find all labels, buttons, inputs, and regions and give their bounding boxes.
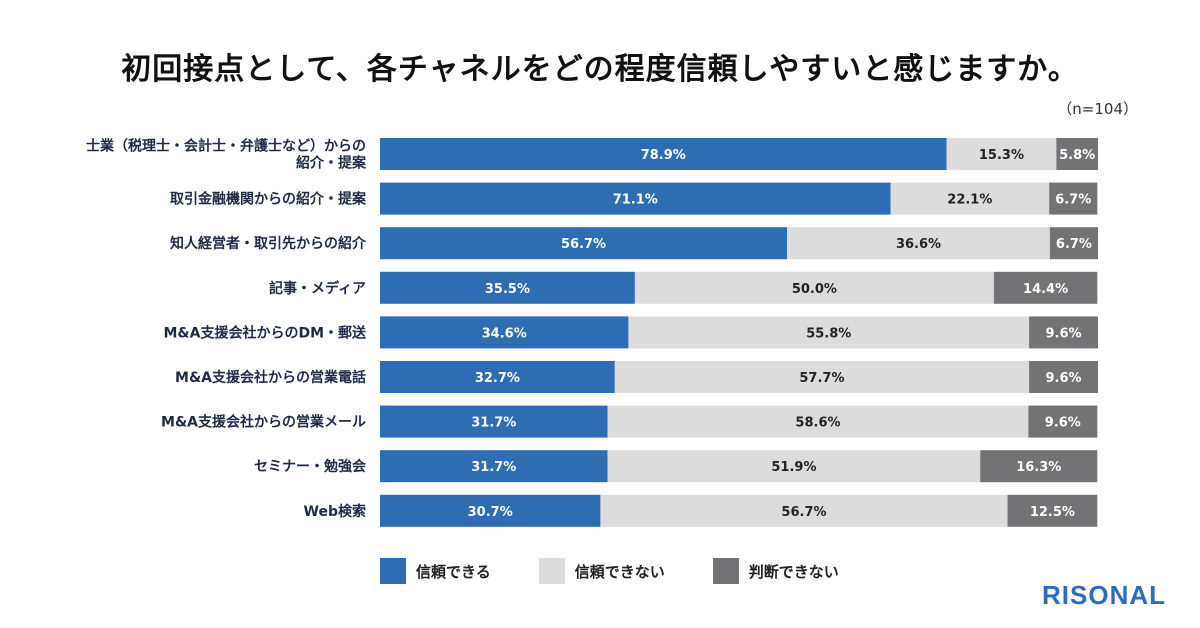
bar-segment — [1007, 494, 1098, 527]
category-label: M&A支援会社からのDM・郵送 — [163, 324, 367, 341]
data-label: 50.0% — [792, 282, 837, 297]
bar-segment — [607, 450, 981, 483]
data-label: 32.7% — [475, 371, 520, 386]
bar-segment — [1049, 227, 1098, 260]
bar-segment — [1028, 405, 1098, 438]
category-label: M&A支援会社からの営業メール — [161, 414, 366, 431]
bar-segment — [787, 227, 1050, 260]
data-label: 6.7% — [1056, 237, 1092, 252]
legend: 信頼できる 信頼できない 判断できない — [380, 558, 887, 584]
legend-label-trust: 信頼できる — [416, 562, 491, 581]
bar-segment — [1049, 182, 1098, 215]
data-label: 15.3% — [979, 148, 1024, 163]
data-label: 14.4% — [1023, 282, 1068, 297]
data-label: 34.6% — [482, 326, 527, 341]
bar-segment — [607, 405, 1029, 438]
category-label: 取引金融機関からの紹介・提案 — [170, 191, 367, 208]
data-label: 58.6% — [795, 416, 840, 431]
legend-item-undecided: 判断できない — [712, 558, 839, 584]
data-label: 30.7% — [468, 505, 513, 520]
category-label: M&A支援会社からの営業電話 — [175, 369, 366, 386]
bar-segment — [380, 405, 608, 438]
bar-segment — [380, 271, 635, 304]
bar-segment — [628, 316, 1030, 349]
data-label: 71.1% — [613, 193, 658, 208]
sample-size-note: （n=104） — [1057, 100, 1138, 118]
data-label: 5.8% — [1059, 148, 1095, 163]
data-label: 57.7% — [799, 371, 844, 386]
legend-item-trust: 信頼できる — [380, 558, 491, 584]
data-label: 51.9% — [771, 460, 816, 475]
data-label: 22.1% — [947, 193, 992, 208]
bar-segment — [890, 182, 1050, 215]
risonal-logo: RISONAL — [1042, 580, 1166, 610]
data-label: 16.3% — [1016, 460, 1061, 475]
data-label: 12.5% — [1030, 505, 1075, 520]
legend-swatch-distrust — [538, 558, 565, 584]
data-label: 9.6% — [1045, 416, 1081, 431]
data-label: 35.5% — [485, 282, 530, 297]
data-label: 78.9% — [641, 148, 686, 163]
category-label: 知人経営者・取引先からの紹介 — [170, 235, 367, 252]
bar-segment — [380, 182, 891, 215]
bar-segment — [380, 316, 629, 349]
bar-segment — [1029, 361, 1098, 393]
data-label: 6.7% — [1055, 193, 1091, 208]
bar-segment — [614, 361, 1030, 393]
bar-segment — [380, 227, 788, 260]
category-label: 士業（税理士・会計士・弁護士など）からの紹介・提案 — [86, 138, 367, 172]
category-label: Web検索 — [304, 503, 366, 520]
bar-segment — [1029, 316, 1098, 349]
bar-segment — [946, 138, 1057, 170]
data-label: 9.6% — [1046, 326, 1082, 341]
data-label: 31.7% — [471, 416, 516, 431]
legend-swatch-trust — [380, 558, 406, 584]
data-label: 36.6% — [896, 237, 941, 252]
bar-segment — [634, 271, 994, 304]
legend-item-distrust: 信頼できない — [538, 558, 665, 584]
chart-title: 初回接点として、各チャネルをどの程度信頼しやすいと感じますか。 — [121, 52, 1079, 87]
category-label: 記事・メディア — [269, 280, 366, 297]
bar-segment — [380, 494, 601, 527]
data-label: 55.8% — [806, 326, 851, 341]
bar-segment — [600, 494, 1008, 527]
legend-label-distrust: 信頼できない — [574, 562, 665, 581]
category-label: セミナー・勉強会 — [254, 458, 367, 475]
bar-segment — [1056, 138, 1098, 170]
bar-segment — [980, 450, 1098, 483]
bar-segment — [380, 138, 947, 170]
legend-label-undecided: 判断できない — [748, 562, 839, 581]
data-label: 56.7% — [561, 237, 606, 252]
bar-segment — [380, 361, 615, 393]
data-label: 56.7% — [781, 505, 826, 520]
bar-segment — [380, 450, 608, 483]
legend-swatch-undecided — [712, 558, 739, 584]
data-label: 31.7% — [471, 460, 516, 475]
bar-segment — [993, 271, 1098, 304]
data-label: 9.6% — [1046, 371, 1082, 386]
